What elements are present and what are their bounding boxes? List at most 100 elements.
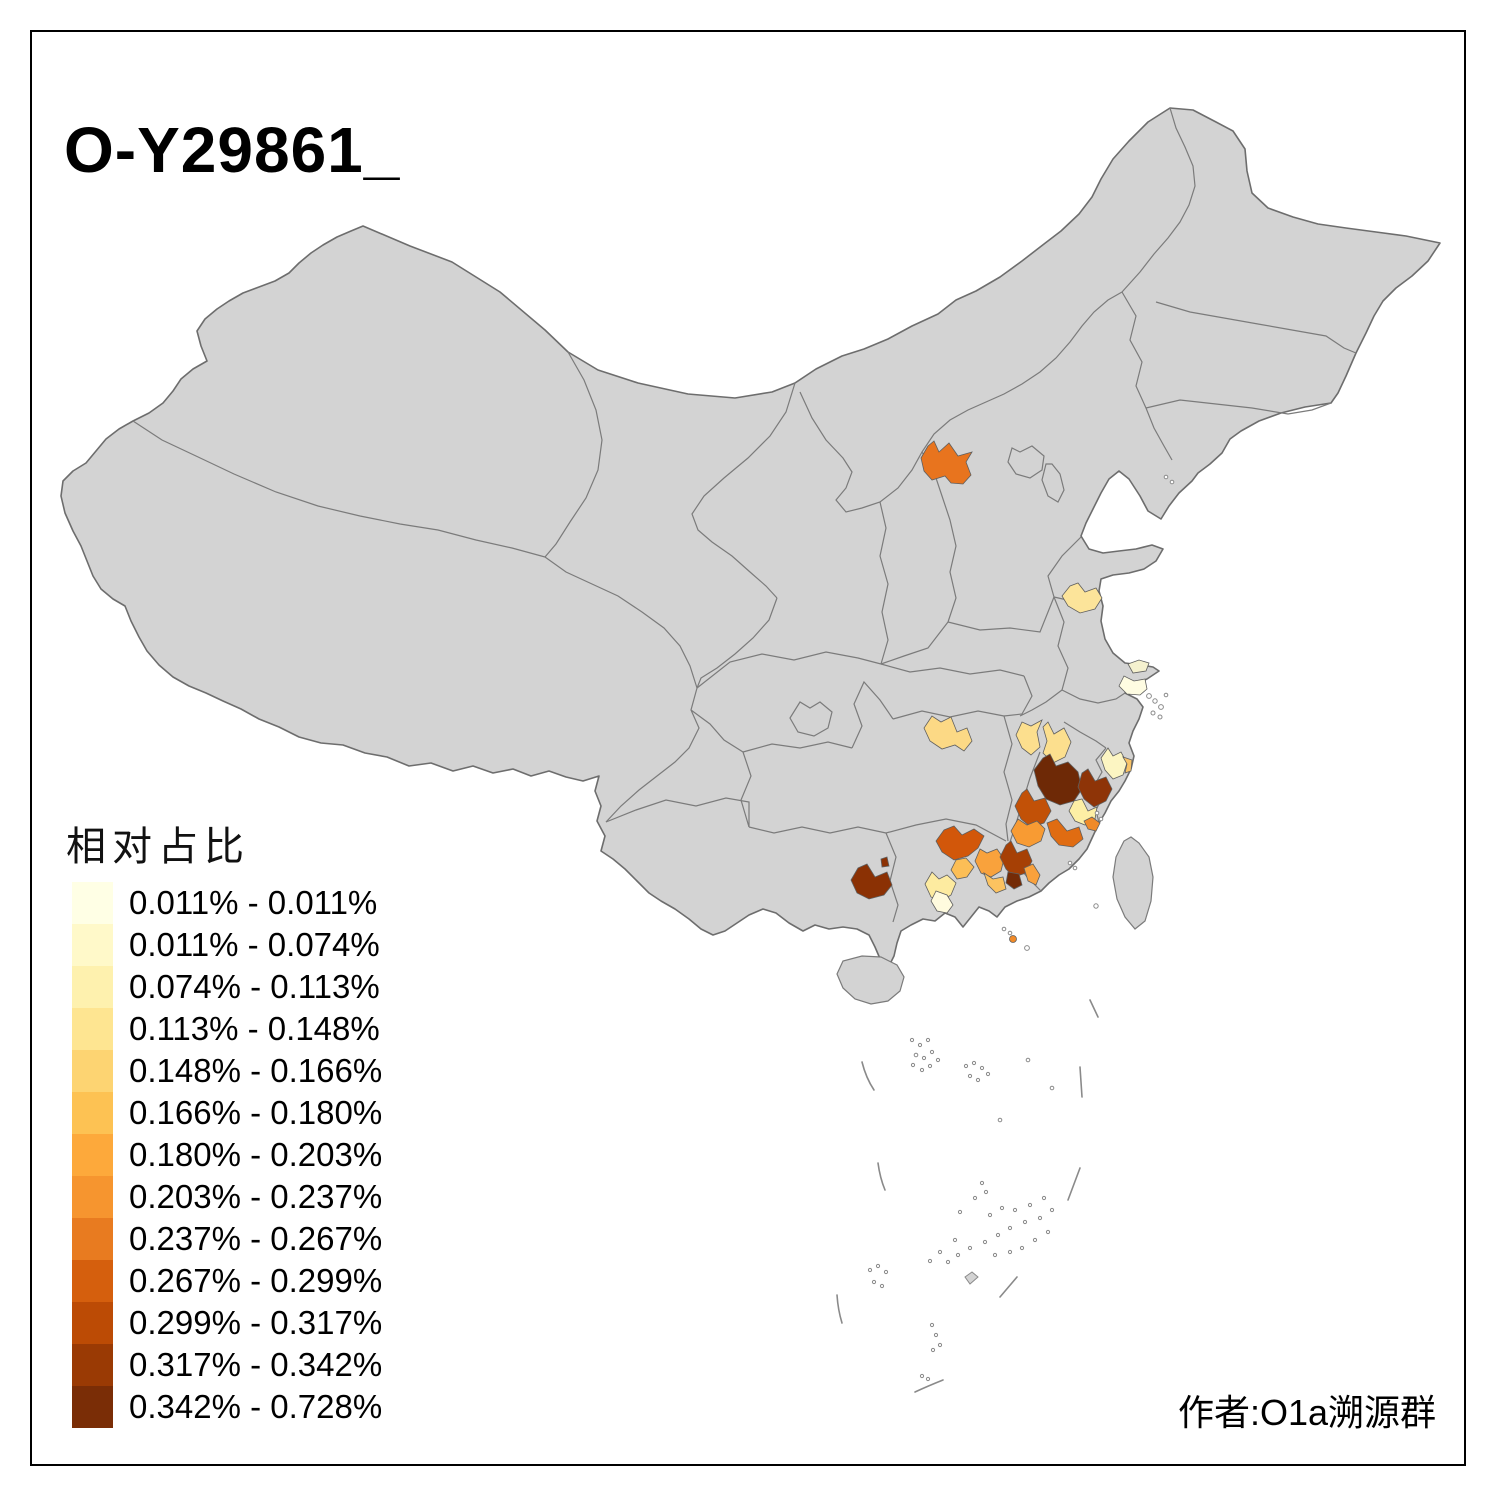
region-qingyuan xyxy=(935,825,985,861)
border-heilongjiang-jilin xyxy=(1155,301,1357,354)
border-jiangsu-anhui xyxy=(1053,596,1069,691)
region-guigang-nub xyxy=(880,856,890,868)
legend-row: 0.180% - 0.203% xyxy=(72,1134,382,1176)
border-inner-mongolia-east xyxy=(1121,291,1173,461)
choropleth-regions xyxy=(850,440,1150,943)
legend-swatch xyxy=(72,966,113,1008)
region-jingdezhen xyxy=(1015,719,1043,756)
border-beijing-ring xyxy=(1007,445,1045,479)
border-qinghai-east xyxy=(696,597,778,689)
border-hubei-hunan xyxy=(892,710,1005,720)
legend-swatch xyxy=(72,1218,113,1260)
region-shangrao xyxy=(1042,721,1072,764)
credit-text: 作者:O1a溯源群 xyxy=(1177,1392,1436,1433)
border-tianjin-ring xyxy=(1041,463,1065,503)
plot-frame xyxy=(30,30,1466,1466)
legend-label: 0.148% - 0.166% xyxy=(129,1052,383,1089)
spratly-cluster xyxy=(867,1180,1055,1382)
region-guigang xyxy=(850,863,893,900)
legend-title: 相对占比 xyxy=(66,825,250,869)
legend-row: 0.299% - 0.317% xyxy=(72,1302,382,1344)
legend-label: 0.267% - 0.299% xyxy=(129,1262,383,1299)
border-anhui-jiangxi xyxy=(1019,689,1063,717)
legend-label: 0.011% - 0.011% xyxy=(129,884,378,921)
border-guizhou-west xyxy=(740,751,752,828)
islands xyxy=(836,836,1154,1005)
region-chongming xyxy=(1127,659,1150,674)
border-hunan-jiangxi xyxy=(1003,715,1013,842)
region-yunfu xyxy=(930,890,954,914)
legend-row: 0.237% - 0.267% xyxy=(72,1218,382,1260)
sea-islets xyxy=(836,474,1175,1393)
province-borders xyxy=(132,107,1357,923)
legend-swatch xyxy=(72,1386,113,1428)
sea-dash-lines xyxy=(836,999,1099,1393)
legend-swatch xyxy=(72,1344,113,1386)
region-yueyang xyxy=(923,715,973,752)
region-chaozhou xyxy=(1005,871,1023,890)
coastal-specks xyxy=(1001,474,1175,951)
legend-row: 0.148% - 0.166% xyxy=(72,1050,382,1092)
region-longyan xyxy=(1010,818,1046,848)
region-nanping xyxy=(1033,753,1083,806)
legend-items: 0.011% - 0.011% 0.011% - 0.074% 0.074% -… xyxy=(72,882,382,1428)
legend-row: 0.267% - 0.299% xyxy=(72,1260,382,1302)
legend-row: 0.011% - 0.011% xyxy=(72,882,382,924)
legend-swatch xyxy=(72,1134,113,1176)
legend-row: 0.166% - 0.180% xyxy=(72,1092,382,1134)
border-xinjiang-south xyxy=(132,420,546,558)
page-title: O-Y29861_ xyxy=(64,113,401,186)
border-henan-hebei xyxy=(947,596,1055,633)
border-chongqing-hubei xyxy=(851,680,894,749)
border-inner-mongolia-northeast xyxy=(1121,107,1196,293)
region-lianyungang xyxy=(1061,582,1103,614)
legend-row: 0.011% - 0.074% xyxy=(72,924,382,966)
border-inner-mongolia-south xyxy=(799,291,1123,513)
border-sichuan-guizhou xyxy=(690,709,744,753)
region-guangzhou xyxy=(950,857,975,880)
border-shanxi-south xyxy=(880,621,949,665)
legend-label: 0.342% - 0.728% xyxy=(129,1388,383,1425)
region-wenzhou xyxy=(1100,747,1128,780)
legend-row: 0.074% - 0.113% xyxy=(72,966,382,1008)
legend-row: 0.203% - 0.237% xyxy=(72,1176,382,1218)
hainan-island xyxy=(836,955,905,1005)
border-jiangxi-zhejiang xyxy=(1063,721,1107,749)
taiwan-island xyxy=(1112,836,1154,930)
region-huizhou xyxy=(983,872,1007,894)
region-datong xyxy=(920,440,973,485)
border-anhui-zhejiang xyxy=(1061,689,1126,704)
region-putian xyxy=(1083,816,1101,832)
legend-label: 0.113% - 0.148% xyxy=(129,1010,380,1047)
region-coastal-islet xyxy=(1009,935,1017,943)
border-xinjiang-east xyxy=(544,351,603,558)
border-anhui-hubei xyxy=(1003,675,1033,717)
mainland-outline xyxy=(60,107,1441,967)
region-sanming xyxy=(1014,788,1052,828)
region-jieyang xyxy=(1023,863,1041,886)
legend-label: 0.074% - 0.113% xyxy=(129,968,380,1005)
legend-swatch xyxy=(72,1176,113,1218)
legend-label: 0.180% - 0.203% xyxy=(129,1136,383,1173)
legend-row: 0.113% - 0.148% xyxy=(72,1008,382,1050)
region-ningde xyxy=(1077,768,1113,808)
legend-label: 0.317% - 0.342% xyxy=(129,1346,383,1383)
border-shaanxi-shanxi xyxy=(879,501,889,665)
border-jilin-liaoning xyxy=(1145,399,1332,415)
border-chongqing-ring xyxy=(789,701,833,737)
legend-swatch xyxy=(72,1302,113,1344)
legend-swatch xyxy=(72,924,113,966)
border-hebei-shandong xyxy=(1047,536,1082,598)
legend-swatch xyxy=(72,1008,113,1050)
region-quanzhou xyxy=(1046,818,1084,848)
legend-swatch xyxy=(72,1092,113,1134)
legend-label: 0.166% - 0.180% xyxy=(129,1094,383,1131)
legend-label: 0.237% - 0.267% xyxy=(129,1220,383,1257)
border-guangxi-north xyxy=(748,826,887,834)
legend-label: 0.203% - 0.237% xyxy=(129,1178,383,1215)
legend-label: 0.011% - 0.074% xyxy=(129,926,380,963)
region-zhaoqing xyxy=(924,871,957,902)
legend-row: 0.317% - 0.342% xyxy=(72,1344,382,1386)
